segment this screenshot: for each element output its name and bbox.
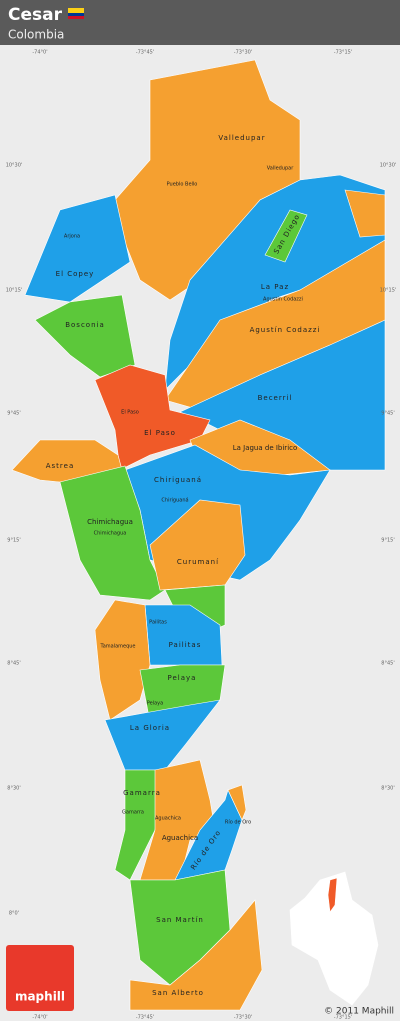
flag xyxy=(68,8,84,19)
logo: maphill xyxy=(15,990,65,1004)
latitude-label: 8°0' xyxy=(9,911,19,917)
latitude-label: 10°15' xyxy=(6,288,23,294)
region-label: Pelaya xyxy=(168,674,197,682)
copyright: © 2011 Maphill xyxy=(324,1007,394,1017)
region xyxy=(227,784,247,821)
latitude-label: 8°45' xyxy=(7,661,20,667)
longitude-label: -73°30' xyxy=(234,50,252,56)
place-label: Río de Oro xyxy=(225,819,251,826)
longitude-label: -73°30' xyxy=(234,1015,252,1021)
place-label: Valledupar xyxy=(267,166,295,172)
longitude-label: -73°15' xyxy=(334,50,352,56)
place-label: Pueblo Bello xyxy=(167,182,198,188)
region-label: La Jagua de Ibirico xyxy=(233,444,298,452)
place-label: Chiriguaná xyxy=(161,497,188,504)
region-label: Bosconia xyxy=(65,321,105,329)
longitude-label: -74°0' xyxy=(32,50,47,56)
regions xyxy=(11,59,386,1011)
region-label: Valledupar xyxy=(218,134,265,142)
place-label: El Paso xyxy=(121,410,139,416)
latitude-label: 8°30' xyxy=(7,786,20,792)
place-label: Aguachica xyxy=(155,816,181,822)
region-label: Gamarra xyxy=(123,789,161,797)
place-label: Chimichagua xyxy=(94,531,127,537)
latitude-label: 8°45' xyxy=(381,661,394,667)
place-label: Gamarra xyxy=(122,810,144,816)
latitude-label: 9°45' xyxy=(7,411,20,417)
region-label: Curumaní xyxy=(177,558,219,566)
region-label: Aguachica xyxy=(162,834,198,842)
latitude-label: 9°15' xyxy=(381,538,394,544)
region-label: El Copey xyxy=(56,270,95,278)
region xyxy=(11,439,123,483)
place-label: Arjona xyxy=(64,234,80,240)
inset-highlight xyxy=(327,877,338,913)
region-label: Agustín Codazzi xyxy=(250,326,321,334)
place-label: Pailitas xyxy=(149,620,167,626)
region-label: Tamalameque xyxy=(99,644,135,650)
title: Cesar xyxy=(8,5,63,25)
region xyxy=(344,189,386,238)
region-label: San Alberto xyxy=(152,989,204,997)
latitude-label: 9°15' xyxy=(7,538,20,544)
place-label: Agustín Codazzi xyxy=(263,296,303,303)
region-label: La Paz xyxy=(261,283,289,291)
logo-box xyxy=(6,945,74,1011)
region-label: La Gloria xyxy=(130,724,170,732)
subtitle: Colombia xyxy=(8,28,64,42)
latitude-label: 8°30' xyxy=(381,786,394,792)
longitude-label: -73°45' xyxy=(136,50,154,56)
region-label: Becerril xyxy=(258,394,293,402)
longitude-label: -73°15' xyxy=(334,1015,352,1021)
region-label: Chimichagua xyxy=(87,518,133,526)
latitude-label: 10°15' xyxy=(380,288,397,294)
region-label: El Paso xyxy=(144,429,176,437)
region xyxy=(34,294,136,378)
region xyxy=(24,194,131,303)
latitude-label: 9°45' xyxy=(381,411,394,417)
longitude-label: -73°45' xyxy=(136,1015,154,1021)
region xyxy=(94,364,211,471)
region-label: Astrea xyxy=(46,462,75,470)
region-label: San Martín xyxy=(156,916,204,924)
region xyxy=(264,209,308,263)
region xyxy=(129,899,263,1011)
header-bar xyxy=(0,0,400,45)
latitude-label: 10°30' xyxy=(6,163,23,169)
coordinate-labels: -74°0' -73°45' -73°30' -73°15' -74°0' -7… xyxy=(6,50,397,1021)
place-label: Pelaya xyxy=(147,701,163,707)
region xyxy=(149,499,246,591)
longitude-label: -74°0' xyxy=(32,1015,47,1021)
region-label: Chiriguaná xyxy=(154,476,202,484)
inset-map xyxy=(289,871,379,1006)
region xyxy=(139,759,216,881)
latitude-label: 10°30' xyxy=(380,163,397,169)
region-label: Pailitas xyxy=(169,641,202,649)
